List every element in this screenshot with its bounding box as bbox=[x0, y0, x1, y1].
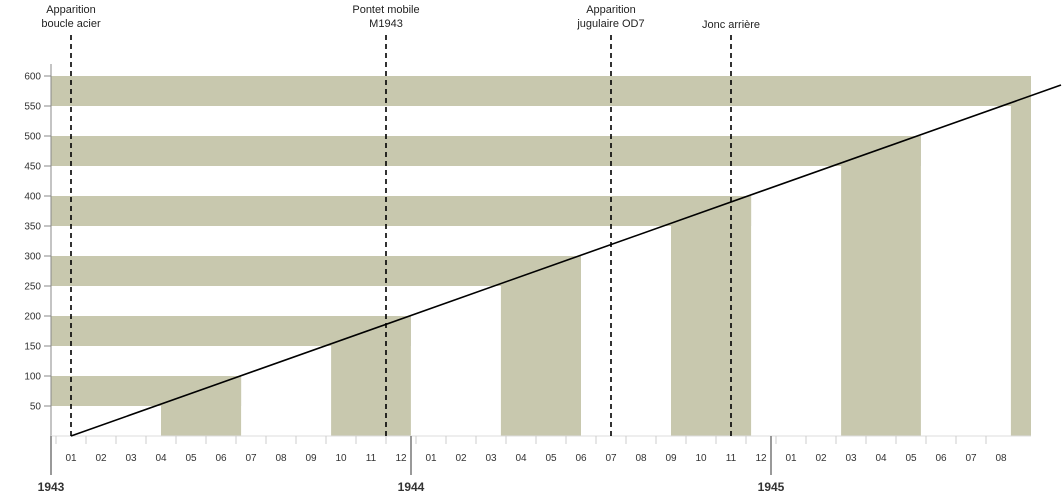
year-label-1944: 1944 bbox=[398, 480, 425, 494]
x-tick-label-31: 08 bbox=[995, 453, 1007, 464]
event-label-1-1: M1943 bbox=[369, 18, 403, 30]
y-tick-label-350: 350 bbox=[24, 222, 41, 233]
x-tick-label-8: 09 bbox=[305, 453, 317, 464]
event-label-0-0: Apparition bbox=[46, 4, 96, 16]
bands-layer bbox=[51, 76, 1031, 436]
year-label-1943: 1943 bbox=[38, 480, 65, 494]
x-tick-label-22: 11 bbox=[726, 453, 737, 464]
band-horizontal-4 bbox=[51, 136, 921, 166]
x-tick-label-24: 01 bbox=[785, 453, 797, 464]
x-tick-label-5: 06 bbox=[215, 453, 227, 464]
x-tick-label-29: 06 bbox=[935, 453, 947, 464]
y-tick-label-400: 400 bbox=[24, 192, 41, 203]
x-tick-label-15: 04 bbox=[515, 453, 527, 464]
x-tick-label-16: 05 bbox=[545, 453, 557, 464]
event-label-2-0: Apparition bbox=[586, 4, 636, 16]
y-axis: 50 100 150 200 250 300 350 400 450 500 550 600 bbox=[24, 64, 52, 436]
band-vertical-3 bbox=[671, 196, 752, 436]
x-tick-label-27: 04 bbox=[875, 453, 887, 464]
x-tick-label-17: 06 bbox=[575, 453, 587, 464]
x-tick-label-4: 05 bbox=[185, 453, 197, 464]
event-label-3-0: Jonc arrière bbox=[702, 19, 760, 31]
trend-line bbox=[70, 84, 1062, 437]
x-tick-label-12: 01 bbox=[425, 453, 437, 464]
x-tick-label-28: 05 bbox=[905, 453, 917, 464]
band-vertical-4 bbox=[841, 136, 921, 436]
band-vertical-0 bbox=[161, 376, 242, 436]
y-tick-label-600: 600 bbox=[24, 72, 41, 83]
band-vertical-5 bbox=[1010, 76, 1031, 436]
x-tick-label-6: 07 bbox=[245, 453, 257, 464]
event-label-1-0: Pontet mobile bbox=[352, 4, 419, 16]
x-tick-label-20: 09 bbox=[665, 453, 677, 464]
x-tick-label-1: 02 bbox=[95, 453, 107, 464]
x-tick-label-23: 12 bbox=[755, 453, 767, 464]
x-tick-label-21: 10 bbox=[695, 453, 707, 464]
y-tick-label-550: 550 bbox=[24, 102, 41, 113]
x-tick-label-18: 07 bbox=[605, 453, 617, 464]
y-tick-label-150: 150 bbox=[24, 342, 41, 353]
events-layer: Apparition boucle acier Pontet mobile M1943… bbox=[41, 4, 760, 436]
y-tick-label-500: 500 bbox=[24, 132, 41, 143]
x-tick-label-26: 03 bbox=[845, 453, 857, 464]
year-label-1945: 1945 bbox=[758, 480, 785, 494]
y-tick-label-250: 250 bbox=[24, 282, 41, 293]
band-horizontal-5 bbox=[51, 76, 1031, 106]
y-tick-label-300: 300 bbox=[24, 252, 41, 263]
band-vertical-2 bbox=[500, 256, 581, 436]
band-horizontal-2 bbox=[51, 256, 581, 286]
x-tick-label-19: 08 bbox=[635, 453, 647, 464]
x-tick-label-7: 08 bbox=[275, 453, 287, 464]
y-tick-label-100: 100 bbox=[24, 372, 41, 383]
band-vertical-1 bbox=[331, 316, 411, 436]
event-label-0-1: boucle acier bbox=[41, 18, 101, 30]
x-tick-label-9: 10 bbox=[335, 453, 347, 464]
x-tick-label-25: 02 bbox=[815, 453, 827, 464]
event-label-2-1: jugulaire OD7 bbox=[576, 18, 644, 30]
band-horizontal-3 bbox=[51, 196, 752, 226]
x-tick-label-14: 03 bbox=[485, 453, 497, 464]
x-tick-label-11: 12 bbox=[395, 453, 407, 464]
x-tick-label-10: 11 bbox=[366, 453, 377, 464]
x-axis: 01 02 03 04 05 06 07 08 09 10 11 12 01 02 03 04 05 06 07 08… bbox=[38, 435, 1031, 494]
x-tick-label-3: 04 bbox=[155, 453, 167, 464]
x-tick-label-2: 03 bbox=[125, 453, 137, 464]
trend-layer bbox=[70, 84, 1062, 437]
y-tick-label-450: 450 bbox=[24, 162, 41, 173]
x-tick-label-13: 02 bbox=[455, 453, 467, 464]
y-tick-label-200: 200 bbox=[24, 312, 41, 323]
x-tick-label-0: 01 bbox=[65, 453, 77, 464]
x-tick-label-30: 07 bbox=[965, 453, 977, 464]
y-tick-label-50: 50 bbox=[30, 402, 42, 413]
